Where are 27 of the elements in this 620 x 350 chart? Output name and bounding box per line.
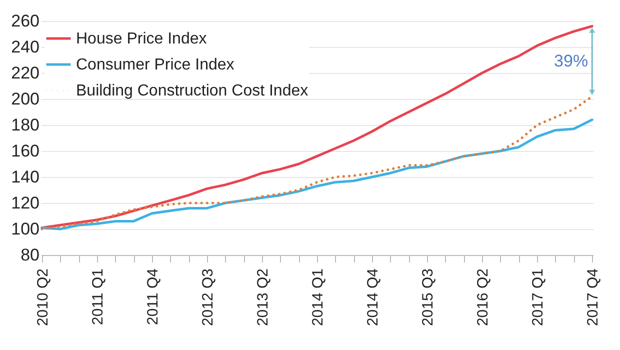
y-tick-label: 120 <box>11 194 40 212</box>
x-tick-label: 2011 Q4 <box>144 268 162 325</box>
legend-label: House Price Index <box>76 30 207 48</box>
x-tick-label: 2016 Q2 <box>474 268 492 326</box>
y-tick-label: 80 <box>20 246 40 264</box>
y-tick-label: 180 <box>11 116 40 134</box>
x-tick-label: 2014 Q4 <box>364 268 382 326</box>
x-tick-label: 2012 Q3 <box>199 268 216 326</box>
x-tick-label: 2010 Q2 <box>34 268 52 326</box>
y-tick-label: 220 <box>11 64 40 82</box>
y-tick-label: 240 <box>11 38 40 56</box>
x-tick-label: 2014 Q1 <box>310 268 326 326</box>
x-tick-label: 2011 Q1 <box>89 268 106 325</box>
x-tick-label: 2017 Q1 <box>530 268 547 326</box>
x-tick-label: 2013 Q2 <box>254 268 272 326</box>
legend-label: Building Construction Cost Index <box>76 82 308 100</box>
y-tick-label: 260 <box>11 12 40 30</box>
y-tick-label: 200 <box>11 90 40 108</box>
y-tick-label: 160 <box>11 142 40 160</box>
annotation: 39% <box>554 51 588 70</box>
x-tick-label: 2015 Q3 <box>420 268 437 326</box>
line-series <box>40 24 594 229</box>
legend-label: Consumer Price Index <box>76 56 234 74</box>
y-tick-label: 100 <box>11 220 40 238</box>
x-tick-label: 2017 Q4 <box>584 268 602 326</box>
y-tick-label: 140 <box>11 168 40 186</box>
line-series <box>40 118 594 230</box>
